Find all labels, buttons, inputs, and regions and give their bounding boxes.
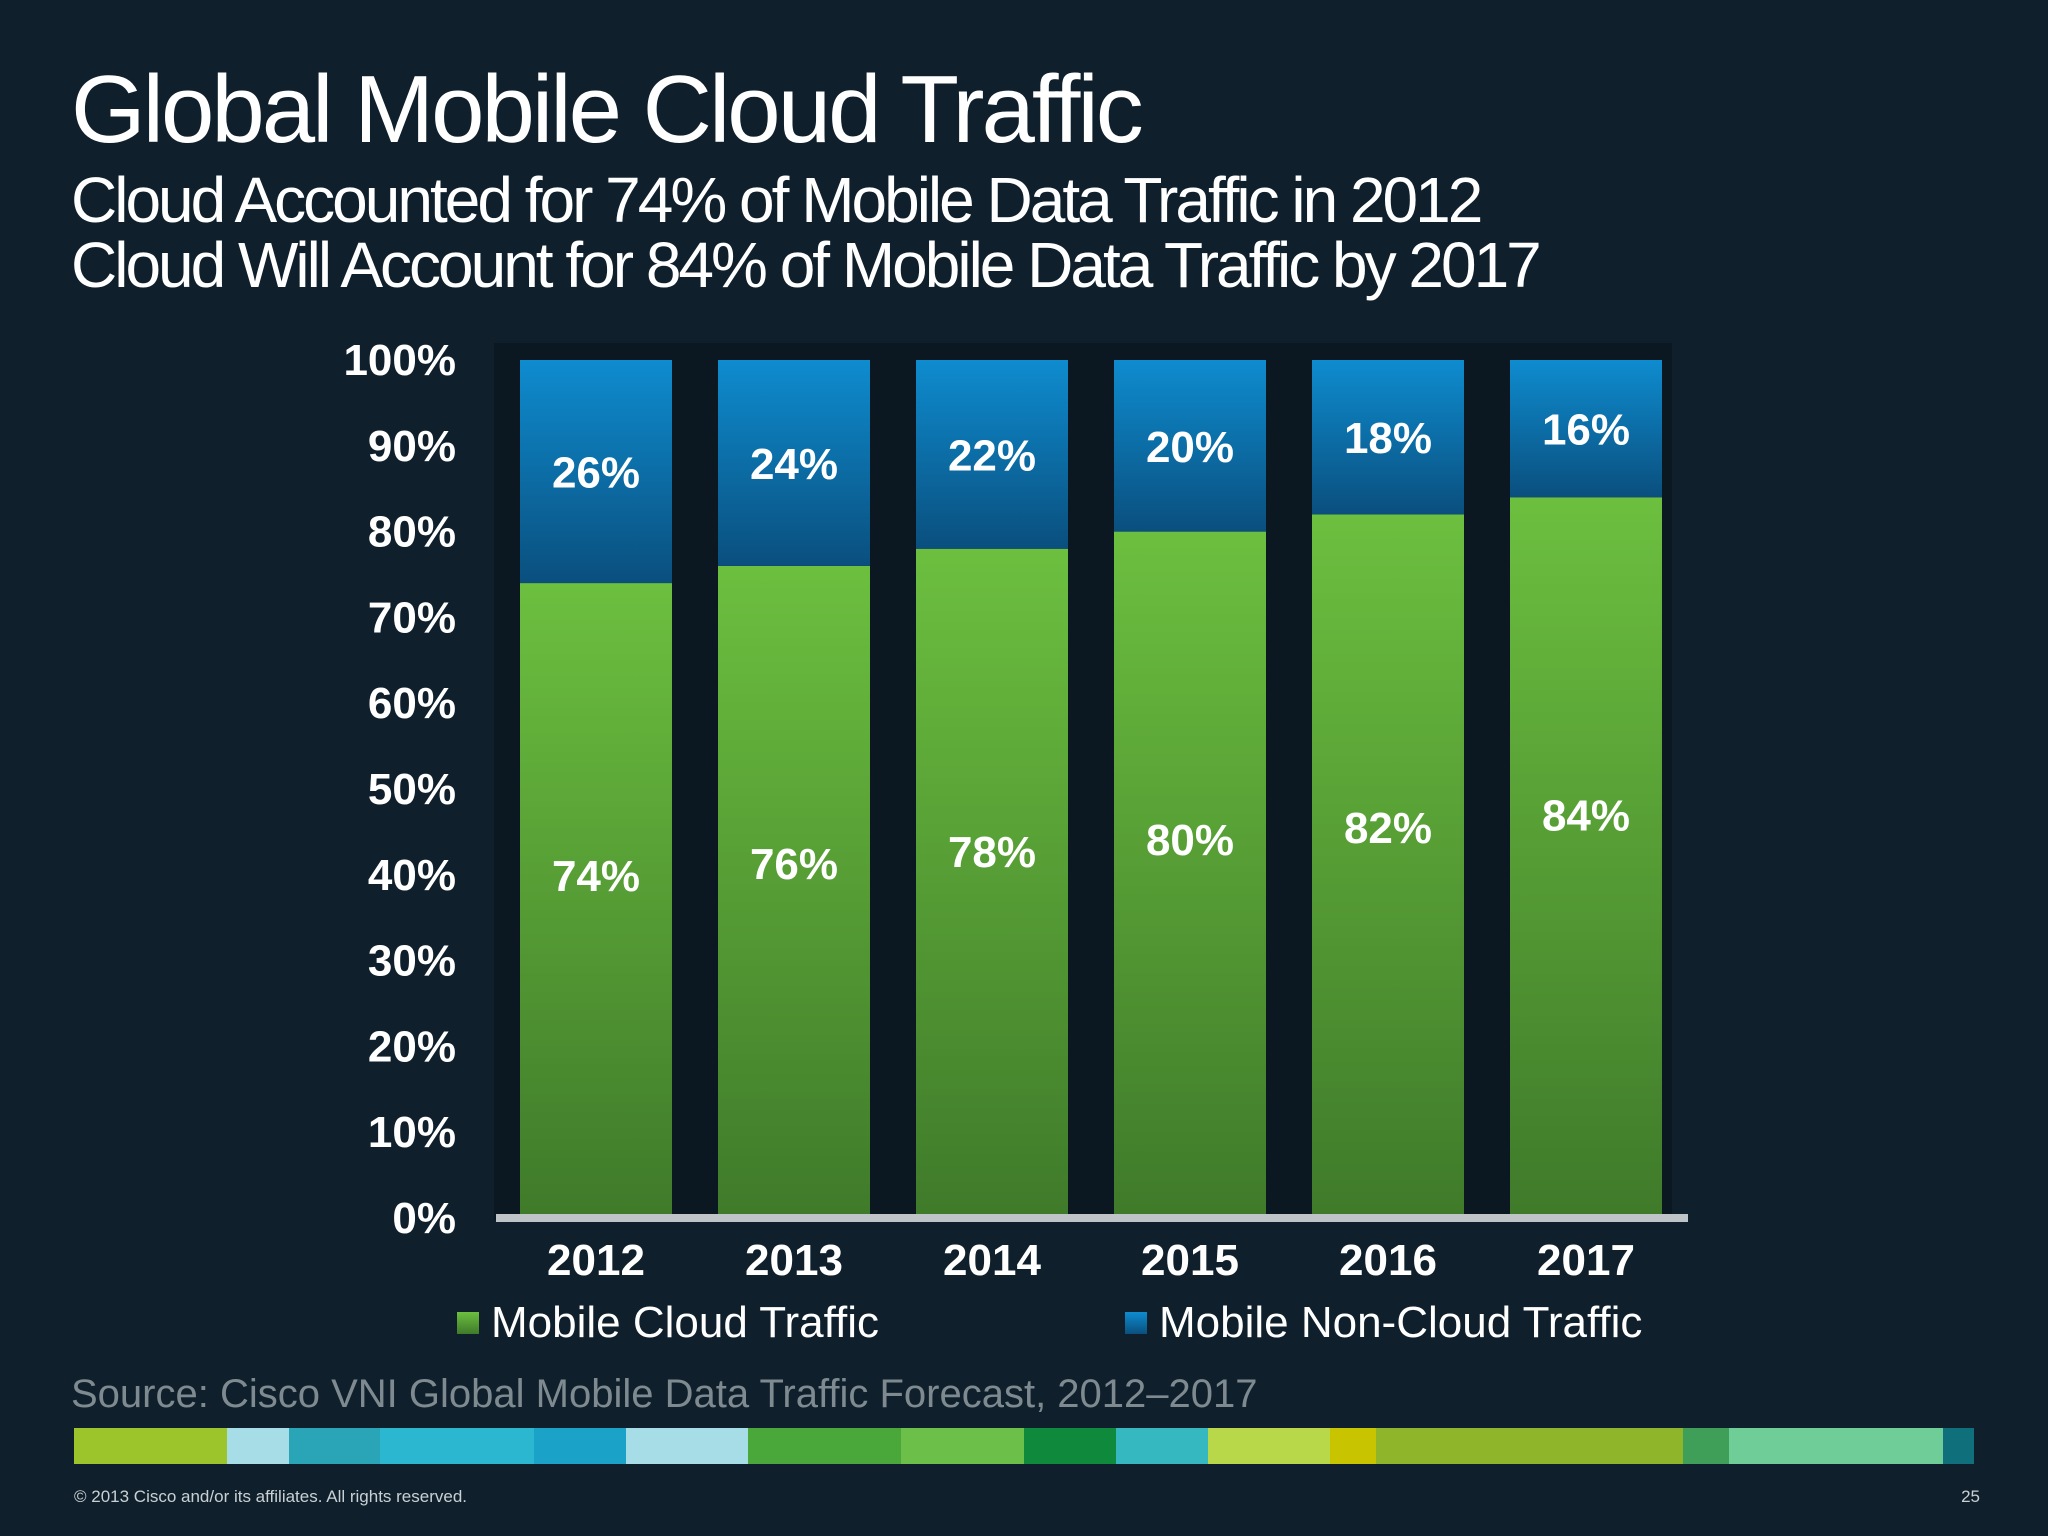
bar-segment-non-cloud: [718, 360, 870, 566]
copyright-notice: © 2013 Cisco and/or its affiliates. All …: [74, 1487, 468, 1506]
data-label-cloud: 80%: [1146, 816, 1234, 865]
data-label-non-cloud: 18%: [1344, 414, 1432, 463]
data-label-non-cloud: 16%: [1542, 406, 1630, 455]
color-strip-segment: [380, 1428, 534, 1464]
bar-segment-non-cloud: [1510, 360, 1662, 498]
slide-subtitle-line-2: Cloud Will Account for 84% of Mobile Dat…: [71, 229, 1542, 301]
y-tick-label: 70%: [368, 593, 456, 642]
slide-title: Global Mobile Cloud Traffic: [71, 56, 1144, 163]
legend-label-cloud: Mobile Cloud Traffic: [491, 1298, 880, 1347]
color-strip-segment: [748, 1428, 902, 1464]
bar-segment-cloud: [916, 548, 1068, 1218]
y-tick-label: 100%: [343, 336, 456, 385]
color-strip-segment: [1376, 1428, 1683, 1464]
y-tick-label: 30%: [368, 937, 456, 986]
data-label-non-cloud: 26%: [552, 449, 640, 498]
y-tick-label: 20%: [368, 1022, 456, 1071]
x-tick-label: 2016: [1339, 1236, 1437, 1285]
x-tick-label: 2017: [1537, 1236, 1635, 1285]
stacked-bar-chart: 0% 10% 20% 30% 40% 50% 60% 70% 80% 90% 100% 74% 26% 2…: [343, 336, 1688, 1285]
x-tick-label: 2014: [943, 1236, 1041, 1285]
color-strip-segment: [1330, 1428, 1377, 1464]
legend-swatch-non-cloud: [1125, 1312, 1147, 1334]
data-label-cloud: 82%: [1344, 804, 1432, 853]
x-axis-line: [496, 1214, 1688, 1222]
y-tick-label: 60%: [368, 679, 456, 728]
color-strip-segment: [1023, 1428, 1116, 1464]
bar-segment-cloud: [520, 583, 672, 1218]
decorative-color-strip: [74, 1428, 1974, 1464]
data-label-cloud: 74%: [552, 852, 640, 901]
color-strip-segment: [625, 1428, 749, 1464]
color-strip-segment: [74, 1428, 228, 1464]
legend-item-non-cloud: Mobile Non-Cloud Traffic: [1125, 1298, 1642, 1348]
y-tick-label: 50%: [368, 765, 456, 814]
color-strip-segment: [1115, 1428, 1208, 1464]
y-tick-label: 10%: [368, 1108, 456, 1157]
x-tick-label: 2013: [745, 1236, 843, 1285]
x-tick-label: 2015: [1141, 1236, 1239, 1285]
y-tick-label: 0%: [392, 1194, 456, 1243]
bar-segment-non-cloud: [520, 360, 672, 584]
plot-area: [494, 343, 1672, 1220]
y-tick-label: 40%: [368, 851, 456, 900]
data-label-non-cloud: 22%: [948, 431, 1036, 480]
legend-item-cloud: Mobile Cloud Traffic: [457, 1298, 879, 1348]
data-label-non-cloud: 24%: [750, 440, 838, 489]
page-number: 25: [1961, 1487, 1980, 1506]
data-label-cloud: 76%: [750, 840, 838, 889]
color-strip-segment: [1943, 1428, 1974, 1464]
legend-swatch-cloud: [457, 1312, 479, 1334]
color-strip-segment: [533, 1428, 626, 1464]
data-label-non-cloud: 20%: [1146, 423, 1234, 472]
color-strip-segment: [1207, 1428, 1331, 1464]
bar-segment-non-cloud: [1114, 360, 1266, 532]
bar-segment-cloud: [1312, 514, 1464, 1218]
color-strip-segment: [1682, 1428, 1729, 1464]
bar-segment-cloud: [1510, 497, 1662, 1218]
color-strip-segment: [227, 1428, 289, 1464]
bar-segment-cloud: [718, 565, 870, 1218]
bar-segment-non-cloud: [916, 360, 1068, 549]
y-tick-label: 80%: [368, 508, 456, 557]
slide-subtitle-line-1: Cloud Accounted for 74% of Mobile Data T…: [71, 164, 1483, 236]
source-note: Source: Cisco VNI Global Mobile Data Tra…: [71, 1372, 1258, 1416]
legend-label-non-cloud: Mobile Non-Cloud Traffic: [1159, 1298, 1643, 1347]
data-label-cloud: 78%: [948, 828, 1036, 877]
bar-segment-non-cloud: [1312, 360, 1464, 515]
color-strip-segment: [288, 1428, 381, 1464]
data-label-cloud: 84%: [1542, 792, 1630, 841]
color-strip-segment: [901, 1428, 1024, 1464]
bar-segment-cloud: [1114, 531, 1266, 1218]
color-strip-segment: [1728, 1428, 1944, 1464]
x-tick-label: 2012: [547, 1236, 645, 1285]
y-tick-label: 90%: [368, 422, 456, 471]
